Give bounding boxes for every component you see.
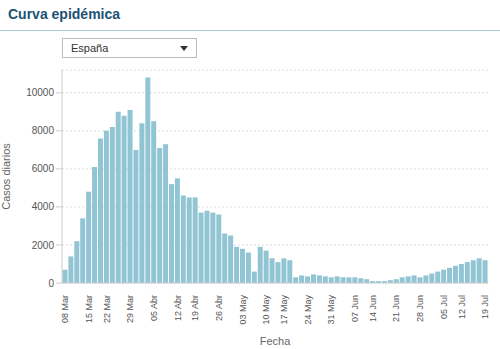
svg-text:07 Jun: 07 Jun xyxy=(350,295,360,322)
svg-text:17 May: 17 May xyxy=(279,295,289,325)
svg-text:8000: 8000 xyxy=(32,125,55,136)
svg-text:29 Mar: 29 Mar xyxy=(125,295,135,323)
svg-text:2000: 2000 xyxy=(32,240,55,251)
svg-text:Casos diarios: Casos diarios xyxy=(8,143,12,210)
svg-text:22 Mar: 22 Mar xyxy=(102,295,112,323)
svg-text:12 Jul: 12 Jul xyxy=(457,295,467,319)
svg-text:24 May: 24 May xyxy=(303,295,313,325)
svg-text:19 Jul: 19 Jul xyxy=(480,295,490,319)
svg-text:6000: 6000 xyxy=(32,163,55,174)
svg-text:28 Jun: 28 Jun xyxy=(415,295,425,322)
svg-text:03 May: 03 May xyxy=(238,295,248,325)
svg-text:0: 0 xyxy=(48,278,54,289)
svg-text:15 Mar: 15 Mar xyxy=(84,295,94,323)
svg-text:12 Abr: 12 Abr xyxy=(173,295,183,321)
html-text:España: España xyxy=(71,42,109,54)
html-text:Curva epidémica: Curva epidémica xyxy=(8,6,121,22)
svg-text:21 Jun: 21 Jun xyxy=(391,295,401,322)
svg-text:4000: 4000 xyxy=(32,201,55,212)
svg-text:14 Jun: 14 Jun xyxy=(368,295,378,322)
svg-text:10000: 10000 xyxy=(26,87,54,98)
svg-text:26 Abr: 26 Abr xyxy=(214,295,224,321)
svg-text:05 Abr: 05 Abr xyxy=(149,295,159,321)
svg-text:10 May: 10 May xyxy=(261,295,271,325)
svg-text:08 Mar: 08 Mar xyxy=(60,295,70,323)
svg-text:Fecha: Fecha xyxy=(260,335,291,347)
svg-text:19 Abr: 19 Abr xyxy=(190,295,200,321)
svg-text:31 May: 31 May xyxy=(326,295,336,325)
svg-text:05 Jul: 05 Jul xyxy=(439,295,449,319)
